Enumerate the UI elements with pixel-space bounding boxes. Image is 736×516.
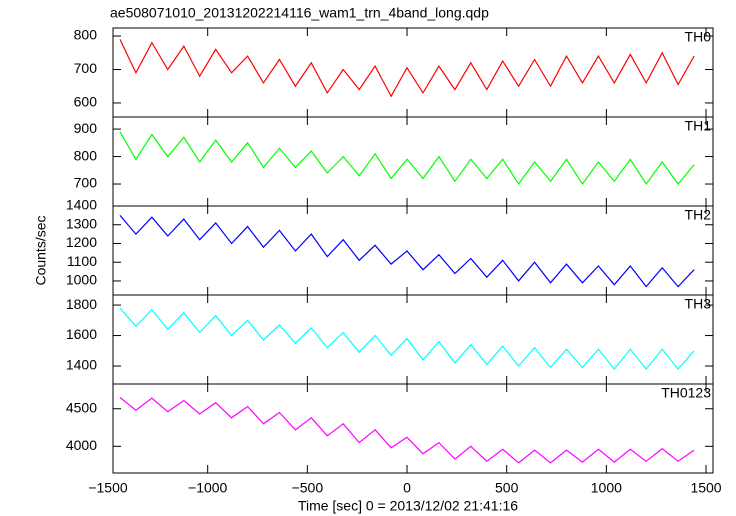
y-tick-label: 1400	[66, 357, 97, 373]
y-tick-label: 4500	[66, 399, 97, 415]
y-tick-label: 900	[74, 120, 98, 136]
data-line	[119, 397, 695, 464]
data-line	[119, 39, 695, 98]
panel-label: TH3	[685, 296, 712, 312]
y-tick-label: 1300	[66, 215, 97, 231]
panel-frame	[112, 294, 714, 385]
y-tick-label: 1600	[66, 326, 97, 342]
x-tick-label: −1500	[88, 480, 128, 496]
y-tick-label: 700	[74, 175, 98, 191]
x-tick-label: 1000	[591, 480, 622, 496]
x-tick-label: 0	[403, 480, 411, 496]
panel-frame	[112, 383, 714, 474]
x-axis-label: Time [sec] 0 = 2013/12/02 21:41:16	[298, 498, 518, 514]
x-tick-label: 1500	[690, 480, 721, 496]
panel-label: TH0123	[661, 385, 711, 401]
panel-frame	[112, 205, 714, 296]
x-tick-label: −500	[292, 480, 324, 496]
y-tick-label: 1100	[67, 253, 97, 269]
chart-title: ae508071010_20131202214116_wam1_trn_4ban…	[110, 5, 489, 21]
y-tick-label: 1000	[66, 272, 97, 288]
data-line	[119, 307, 695, 371]
y-axis-label: Counts/sec	[33, 215, 49, 285]
y-tick-label: 1400	[66, 197, 97, 213]
y-tick-label: 1200	[66, 234, 97, 250]
data-line	[119, 131, 695, 186]
panel-frame	[112, 116, 714, 207]
panel-label: TH0	[685, 29, 712, 45]
y-tick-label: 4000	[66, 437, 97, 453]
y-tick-label: 800	[74, 147, 98, 163]
panel-label: TH2	[685, 207, 712, 223]
x-tick-label: −1000	[188, 480, 228, 496]
panel-frame	[112, 27, 714, 118]
y-tick-label: 1800	[66, 296, 97, 312]
x-tick-label: 500	[495, 480, 519, 496]
y-tick-label: 800	[74, 27, 98, 43]
y-tick-label: 700	[74, 60, 98, 76]
y-tick-label: 600	[74, 94, 98, 110]
data-line	[119, 215, 695, 288]
panel-label: TH1	[685, 118, 712, 134]
